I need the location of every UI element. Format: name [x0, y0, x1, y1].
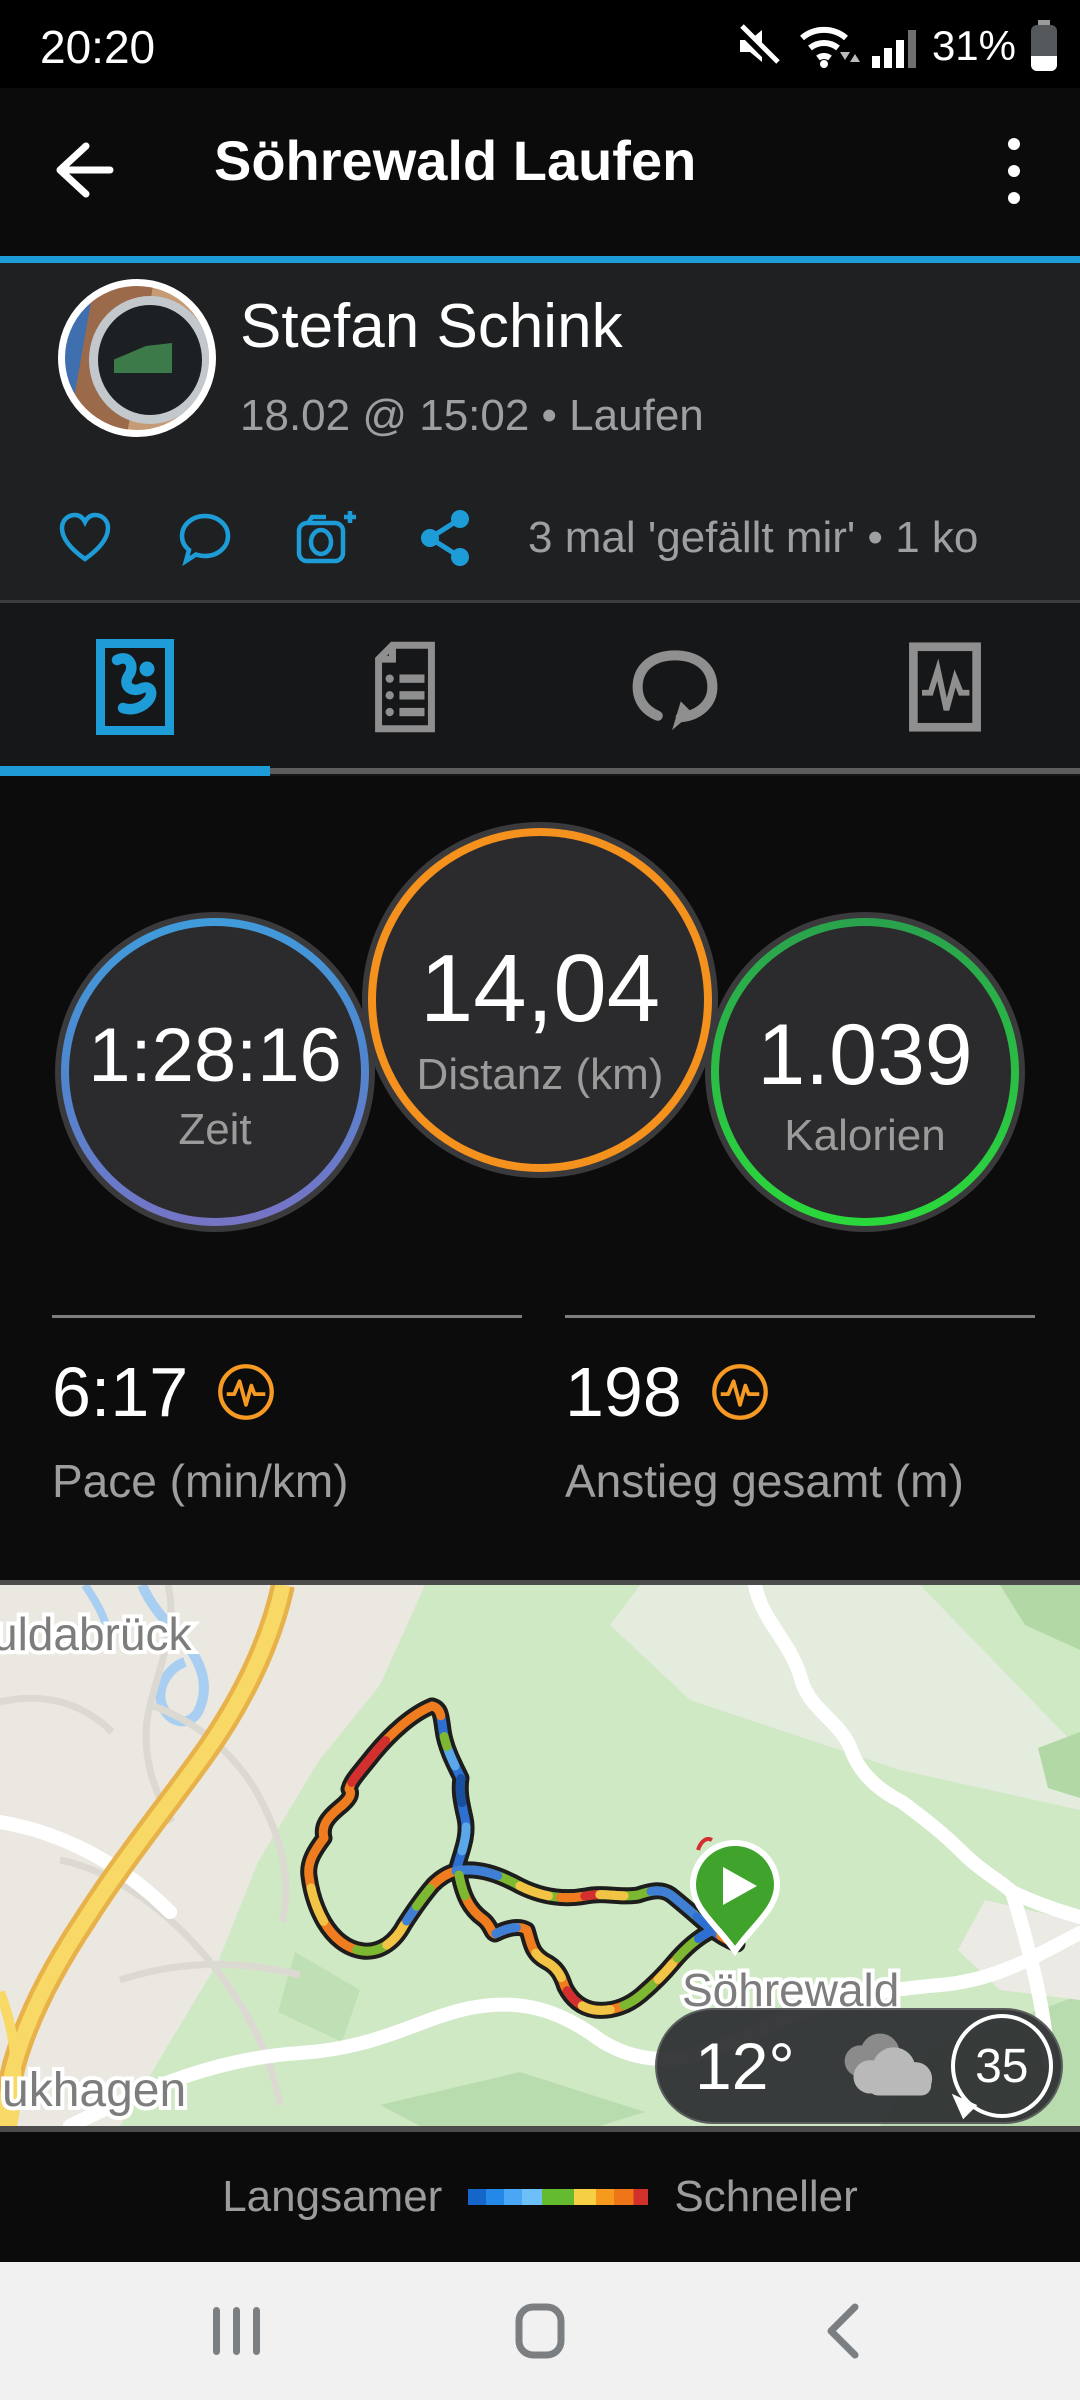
- distance-circle: 14,04 Distanz (km): [362, 822, 718, 1178]
- ascent-label: Anstieg gesamt (m): [565, 1455, 964, 1507]
- calories-circle: 1.039 Kalorien: [705, 912, 1025, 1232]
- cloudy-icon: [844, 2033, 932, 2096]
- recents-button[interactable]: [157, 2262, 317, 2400]
- heartbeat-icon: [218, 1364, 275, 1420]
- time-circle: 1:28:16 Zeit: [55, 912, 375, 1232]
- ascent-block: 198 Anstieg gesamt (m): [565, 1315, 1035, 1508]
- tab-laps[interactable]: [540, 637, 810, 737]
- athlete-name: Stefan Schink: [240, 292, 623, 361]
- wind-value: 35: [975, 2039, 1029, 2093]
- weather-chip[interactable]: 12° 35: [655, 2008, 1063, 2124]
- wifi-icon: [799, 26, 860, 68]
- time-label: Zeit: [178, 1104, 252, 1154]
- map-canvas: uldabrück Söhrewald ukhagen: [0, 1585, 1080, 2126]
- temperature-value: 12°: [695, 2029, 795, 2103]
- android-nav-bar: [0, 2262, 1080, 2400]
- tab-details[interactable]: [270, 637, 540, 737]
- tab-charts[interactable]: [810, 637, 1080, 737]
- avatar-watch-photo: [89, 296, 209, 424]
- mute-icon: [736, 24, 780, 68]
- ascent-value: 198: [565, 1353, 682, 1431]
- wind-gauge: 35: [944, 2014, 1053, 2120]
- android-back-button[interactable]: [763, 2262, 923, 2400]
- time-value: 1:28:16: [88, 1012, 342, 1098]
- map-label-hagen: ukhagen: [2, 2064, 186, 2117]
- tab-bar: [0, 603, 1080, 776]
- pace-legend: Langsamer Schneller: [0, 2132, 1080, 2262]
- accent-divider: [0, 256, 1080, 263]
- signal-icon: [871, 30, 916, 68]
- legend-slower-label: Langsamer: [222, 2172, 443, 2221]
- active-tab-indicator: [0, 766, 270, 776]
- home-button[interactable]: [460, 2262, 620, 2400]
- overflow-menu-button[interactable]: [984, 128, 1044, 214]
- heartbeat-icon: [711, 1364, 768, 1420]
- activity-header-card: Stefan Schink 18.02 @ 15:02 • Laufen: [0, 263, 1080, 603]
- comment-button[interactable]: [176, 509, 234, 567]
- activity-date-type: 18.02 @ 15:02 • Laufen: [240, 391, 704, 440]
- tab-underline: [270, 768, 1080, 774]
- app-bar: Söhrewald Laufen: [0, 88, 1080, 256]
- clock: 20:20: [40, 21, 156, 73]
- pace-value: 6:17: [52, 1353, 189, 1431]
- legend-faster-label: Schneller: [674, 2172, 858, 2221]
- calories-label: Kalorien: [784, 1110, 946, 1160]
- like-button[interactable]: [56, 509, 114, 567]
- battery-percent: 31%: [931, 22, 1016, 69]
- calories-value: 1.039: [757, 1006, 973, 1103]
- status-bar: 20:20 31%: [0, 0, 1080, 88]
- distance-label: Distanz (km): [416, 1050, 664, 1099]
- social-summary[interactable]: 3 mal 'gefällt mir' • 1 ko: [528, 513, 979, 562]
- avatar[interactable]: [58, 279, 216, 437]
- tab-map[interactable]: [0, 637, 270, 737]
- social-row: 3 mal 'gefällt mir' • 1 ko: [0, 483, 1080, 593]
- metrics-section: 1:28:16 Zeit 1.039 Kalorien 14,04 Distan…: [0, 776, 1080, 1580]
- page-title: Söhrewald Laufen: [214, 129, 697, 192]
- distance-value: 14,04: [419, 935, 661, 1042]
- heat-gradient-bar: [468, 2189, 649, 2205]
- route-start-pin[interactable]: [689, 1837, 781, 1957]
- route-map[interactable]: uldabrück Söhrewald ukhagen Google: [0, 1580, 1080, 2132]
- pace-label: Pace (min/km): [52, 1455, 349, 1507]
- pace-block: 6:17 Pace (min/km): [52, 1315, 522, 1508]
- back-button[interactable]: [42, 130, 122, 210]
- add-photo-button[interactable]: [294, 509, 358, 567]
- battery-icon: [1031, 20, 1057, 71]
- share-button[interactable]: [420, 509, 472, 567]
- map-label-fuldabrueck: uldabrück: [0, 1608, 192, 1660]
